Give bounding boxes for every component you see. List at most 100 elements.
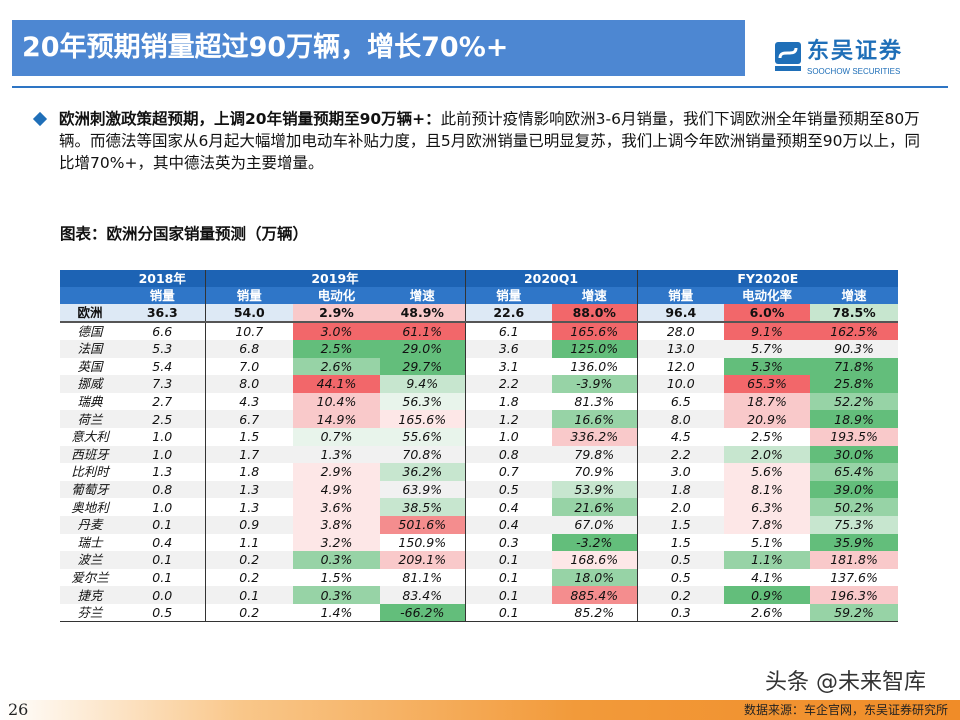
slide-title: 20年预期销量超过90万辆，增长70%+ [12, 20, 745, 76]
table-cell: 6.5 [636, 392, 725, 411]
table-cell: 336.2% [552, 427, 638, 446]
table-cell: 3.1 [464, 357, 553, 376]
table-cell: 1.5 [636, 515, 725, 534]
table-cell: 2.2 [636, 445, 725, 464]
table-cell: 70.9% [574, 464, 615, 480]
table-cell: 18.7% [724, 392, 811, 411]
table-cell: 8.1% [724, 480, 811, 499]
table-cell: 2.9% [293, 463, 380, 481]
table-cell: 3.6% [293, 498, 380, 516]
data-source: 数据来源：车企官网，东吴证券研究所 [743, 703, 948, 717]
table-row: 意大利 1.0 1.5 0.7% 55.6% 1.0 336.2% 4.5 2.5% 193.5% [60, 427, 899, 446]
country-name: 英国 [77, 358, 103, 374]
table-row: 葡萄牙 0.8 1.3 4.9% 63.9% 0.5 53.9% 1.8 8.1% 39.0% [60, 480, 899, 499]
table-cell: 90.3% [810, 340, 899, 358]
table-cell: 30.0% [810, 445, 899, 464]
table-cell: 1.8 [204, 463, 293, 481]
table-cell: 10.4% [293, 392, 380, 411]
table-cell: 1.5 [636, 533, 725, 552]
country-name: 芬兰 [60, 603, 120, 622]
table-row: 捷克 0.0 0.1 0.3% 83.4% 0.1 885.4% 0.2 0.9% 196.3% [60, 586, 899, 604]
table-row: 奥地利 1.0 1.3 3.6% 38.5% 0.4 21.6% 2.0 6.3% 50.2% [60, 498, 899, 516]
table-cell: 168.6% [552, 551, 638, 569]
table-cell: 150.9% [398, 534, 447, 550]
table-cell: 6.6 [152, 324, 173, 339]
logo-text-cn: 东吴证券 [807, 39, 904, 64]
page-number: 26 [8, 700, 29, 719]
footer-bar [0, 700, 960, 720]
table-cell: 0.1 [464, 586, 553, 604]
table-row: 瑞士 0.4 1.1 3.2% 150.9% 0.3 -3.2% 1.5 5.1% 35.9% [60, 533, 899, 552]
table-cell: 83.4% [380, 586, 466, 604]
table-cell: 1.1% [724, 551, 811, 569]
table-cell: 2.5% [751, 429, 783, 445]
table-cell: 0.0 [120, 586, 205, 604]
table-cell: 0.2 [636, 586, 725, 604]
table-cell: 52.2% [810, 392, 899, 411]
table-cell: 1.8 [464, 392, 553, 411]
country-name: 比利时 [71, 464, 109, 480]
table-cell: 1.3 [204, 480, 293, 499]
table-cell: 53.9% [552, 480, 638, 499]
diamond-bullet-icon [32, 111, 48, 127]
country-name: 欧洲 [60, 304, 120, 323]
table-row: 法国 5.3 6.8 2.5% 29.0% 3.6 125.0% 13.0 5.7% 90.3% [60, 340, 899, 358]
table-cell: 6.3% [724, 498, 811, 516]
table-row: 挪威 7.3 8.0 44.1% 9.4% 2.2 -3.9% 10.0 65.3% 25.8% [60, 375, 899, 393]
table-cell: 6.7 [204, 410, 293, 428]
table-cell: 0.3 [636, 603, 725, 622]
table-cell: 79.8% [552, 445, 638, 464]
table-cell: 65.3% [724, 375, 811, 393]
table-cell: 56.3% [380, 392, 466, 411]
table-row: 芬兰 0.5 0.2 1.4% -66.2% 0.1 85.2% 0.3 2.6% 59.2% [60, 603, 899, 622]
table-cell: 75.3% [810, 515, 899, 534]
table-cell: 0.5 [464, 480, 553, 499]
country-name: 德国 [77, 324, 103, 339]
table-row: 西班牙 1.0 1.7 1.3% 70.8% 0.8 79.8% 2.2 2.0% 30.0% [60, 445, 899, 464]
table-cell: 10.0 [636, 375, 725, 393]
table-cell: 0.1 [120, 515, 205, 534]
country-name: 捷克 [60, 586, 120, 604]
table-cell: 0.4 [464, 515, 553, 534]
table-cell: 3.0% [293, 322, 380, 340]
table-cell: 8.0 [204, 375, 293, 393]
table-cell: 1.0 [152, 429, 173, 445]
table-cell: 7.3 [120, 375, 205, 393]
bullet-paragraph: 欧洲刺激政策超预期，上调20年销量预期至90万辆+：此前预计疫情影响欧洲3-6月… [32, 108, 925, 174]
table-cell: 3.6 [464, 340, 553, 358]
country-name: 意大利 [71, 429, 109, 445]
table-cell: 0.5 [636, 551, 725, 569]
table-cell: -66.2% [380, 603, 466, 622]
table-cell: 0.9 [204, 515, 293, 534]
table-cell: 162.5% [810, 322, 899, 340]
table-cell: 181.8% [810, 551, 899, 569]
table-cell: 36.3 [120, 304, 205, 323]
table-cell: 20.9% [724, 410, 811, 428]
table-cell: 2.9% [293, 304, 380, 323]
table-cell: 39.0% [810, 480, 899, 499]
table-cell: 0.7 [464, 463, 553, 481]
table-cell: 2.0 [636, 498, 725, 516]
table-cell: 209.1% [380, 551, 466, 569]
table-row: 瑞典 2.7 4.3 10.4% 56.3% 1.8 81.3% 6.5 18.7% 52.2% [60, 392, 899, 411]
table-cell: 12.0 [636, 357, 725, 376]
column-header: 销量 [464, 287, 553, 304]
table-cell: 1.0 [464, 427, 553, 446]
table-cell: 10.7 [204, 322, 293, 340]
column-header: 销量 [636, 287, 725, 304]
group-header: 2018年 [120, 270, 205, 287]
table-cell: 0.5 [120, 603, 205, 622]
table-cell: 81.3% [574, 394, 615, 410]
table-cell: 125.0% [552, 340, 638, 358]
table-cell: 2.5% [293, 340, 380, 358]
table-cell: 9.4% [380, 375, 466, 393]
table-cell: 1.3 [152, 464, 173, 480]
table-cell: -3.2% [552, 533, 638, 552]
group-header: 2020Q1 [464, 270, 638, 287]
column-header: 销量 [204, 287, 293, 304]
table-cell: 0.9% [724, 586, 811, 604]
sales-forecast-table: 2018年 2019年 2020Q1 FY2020E 销量 销量 电动化 增速 销量 增速… [60, 270, 899, 622]
table-cell: 85.2% [552, 603, 638, 622]
table-cell: 5.1% [751, 534, 783, 550]
header-blank [60, 287, 120, 304]
